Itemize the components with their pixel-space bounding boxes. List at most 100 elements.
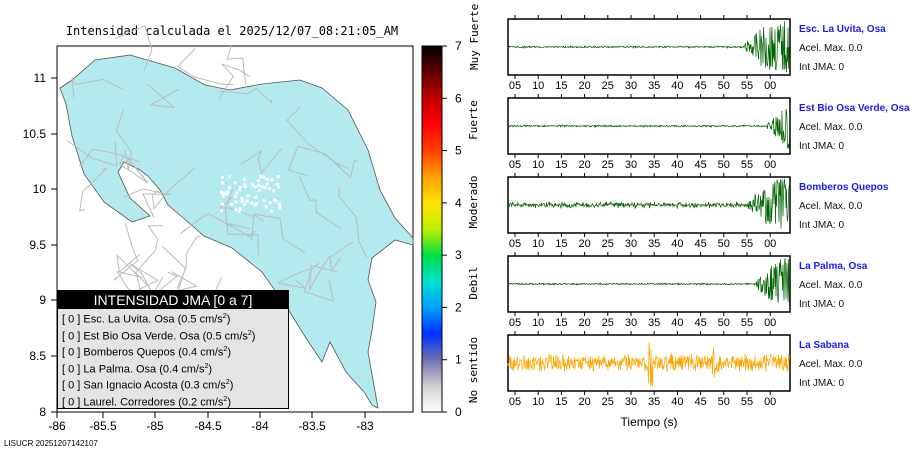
x-tick-label: -85.5 bbox=[89, 419, 117, 433]
time-tick-label: 50 bbox=[718, 80, 730, 92]
station-marker bbox=[259, 175, 263, 179]
time-tick-label: 20 bbox=[578, 317, 590, 329]
road bbox=[329, 241, 354, 272]
jma-intensity: Int JMA: 0 bbox=[799, 141, 845, 152]
waveform-panel: 05 10 15 20 25 30 35 40 45 50 55 00 bbox=[507, 252, 791, 329]
row-station: La Palma. Osa bbox=[83, 363, 157, 376]
time-tick-label: 45 bbox=[694, 80, 706, 92]
row-unit-sup: 2 bbox=[223, 346, 228, 353]
station-marker bbox=[242, 178, 246, 182]
row-station: San Ignacio Acosta bbox=[83, 379, 178, 392]
time-tick-label: 55 bbox=[741, 396, 753, 408]
station-marker bbox=[260, 185, 264, 189]
station-marker bbox=[264, 205, 268, 209]
station-marker bbox=[238, 186, 242, 190]
time-tick-label: 05 bbox=[509, 80, 521, 92]
time-tick-label: 10 bbox=[532, 159, 544, 171]
jma-intensity: Int JMA: 0 bbox=[799, 299, 845, 310]
station-marker bbox=[233, 194, 237, 198]
legend-row: [ 0 ] La Palma. Osa (0.4 cm/s2) bbox=[58, 359, 288, 376]
cb-label-muy-fuerte: Muy Fuerte bbox=[468, 4, 481, 70]
time-tick-label: 35 bbox=[648, 159, 660, 171]
station-marker bbox=[254, 201, 258, 205]
row-accel: (0.4 cm/s bbox=[159, 363, 205, 376]
time-tick-label: 25 bbox=[602, 159, 614, 171]
waveform-trace bbox=[507, 258, 790, 308]
max-acceleration: Acel. Max. 0.0 bbox=[799, 43, 863, 54]
row-close: ) bbox=[229, 379, 234, 392]
waveform-trace bbox=[507, 341, 790, 387]
time-tick-label: 50 bbox=[718, 238, 730, 250]
station-marker bbox=[254, 195, 258, 199]
y-tick-label: 8.5 bbox=[29, 349, 46, 363]
row-accel: (0.2 cm/s bbox=[178, 396, 224, 409]
time-tick-label: 05 bbox=[509, 396, 521, 408]
road bbox=[299, 176, 342, 230]
x-tick-label: -83 bbox=[356, 419, 374, 433]
station-marker bbox=[275, 183, 279, 187]
station-marker bbox=[278, 206, 282, 210]
time-tick-label: 55 bbox=[741, 317, 753, 329]
costa-rica-land bbox=[59, 54, 414, 409]
time-tick-label: 30 bbox=[625, 238, 637, 250]
time-tick-label: 20 bbox=[578, 159, 590, 171]
row-unit-sup: 2 bbox=[222, 313, 227, 320]
station-marker bbox=[225, 192, 229, 196]
station-marker bbox=[257, 183, 261, 187]
station-marker bbox=[243, 183, 247, 187]
station-name: Est Bio Osa Verde, Osa bbox=[799, 103, 910, 114]
time-tick-label: 20 bbox=[578, 80, 590, 92]
station-marker bbox=[220, 209, 224, 213]
time-tick-label: 55 bbox=[741, 159, 753, 171]
time-tick-label: 25 bbox=[602, 396, 614, 408]
colorbar-category-label: Debil bbox=[467, 266, 480, 299]
station-marker bbox=[225, 190, 229, 194]
colorbar-tick-label: 3 bbox=[455, 248, 462, 262]
road bbox=[115, 109, 132, 171]
station-marker bbox=[250, 201, 254, 205]
road bbox=[147, 83, 179, 109]
waveform-panel: 05 10 15 20 25 30 35 40 45 50 55 00 bbox=[507, 331, 791, 408]
road bbox=[180, 213, 233, 234]
jma-intensity: Int JMA: 0 bbox=[799, 62, 845, 73]
row-station: Est Bio Osa Verde. Osa bbox=[83, 330, 200, 343]
station-marker bbox=[268, 201, 272, 205]
station-marker bbox=[221, 181, 225, 185]
time-tick-label: 40 bbox=[671, 238, 683, 250]
x-tick-label: -83.5 bbox=[298, 419, 326, 433]
station-marker bbox=[245, 199, 249, 203]
station-marker bbox=[258, 188, 262, 192]
time-tick-label: 55 bbox=[741, 80, 753, 92]
footer-id: LISUCR 20251207142107 bbox=[4, 439, 98, 448]
row-close: ) bbox=[208, 363, 213, 376]
time-tick-label: 55 bbox=[741, 238, 753, 250]
row-intensity: [ 0 ] bbox=[62, 396, 81, 409]
row-station: Laurel. Corredores bbox=[83, 396, 176, 409]
y-tick-label: 8 bbox=[39, 405, 46, 419]
station-marker bbox=[221, 194, 225, 198]
station-marker bbox=[243, 202, 247, 206]
time-tick-label: 25 bbox=[602, 80, 614, 92]
road bbox=[226, 44, 247, 85]
road bbox=[308, 255, 339, 291]
time-tick-label: 35 bbox=[648, 317, 660, 329]
row-close: ) bbox=[227, 346, 231, 359]
x-tick-label: -84.5 bbox=[194, 419, 222, 433]
station-marker bbox=[234, 208, 238, 212]
map-title: Intensidad calculada el 2025/12/07_08:21… bbox=[66, 24, 398, 38]
time-tick-label: 20 bbox=[578, 238, 590, 250]
time-tick-label: 05 bbox=[509, 317, 521, 329]
max-acceleration: Acel. Max. 0.0 bbox=[799, 201, 863, 212]
station-marker bbox=[240, 197, 244, 201]
waveform-trace bbox=[507, 108, 790, 149]
road bbox=[66, 140, 118, 167]
road bbox=[79, 167, 108, 212]
row-intensity: [ 0 ] bbox=[62, 346, 81, 359]
time-tick-label: 50 bbox=[718, 396, 730, 408]
time-tick-label: 05 bbox=[509, 238, 521, 250]
colorbar-tick-label: 5 bbox=[455, 144, 462, 158]
y-tick-label: 10.5 bbox=[23, 127, 47, 141]
time-tick-label: 50 bbox=[718, 159, 730, 171]
station-marker bbox=[235, 191, 239, 195]
time-tick-label: 25 bbox=[602, 317, 614, 329]
